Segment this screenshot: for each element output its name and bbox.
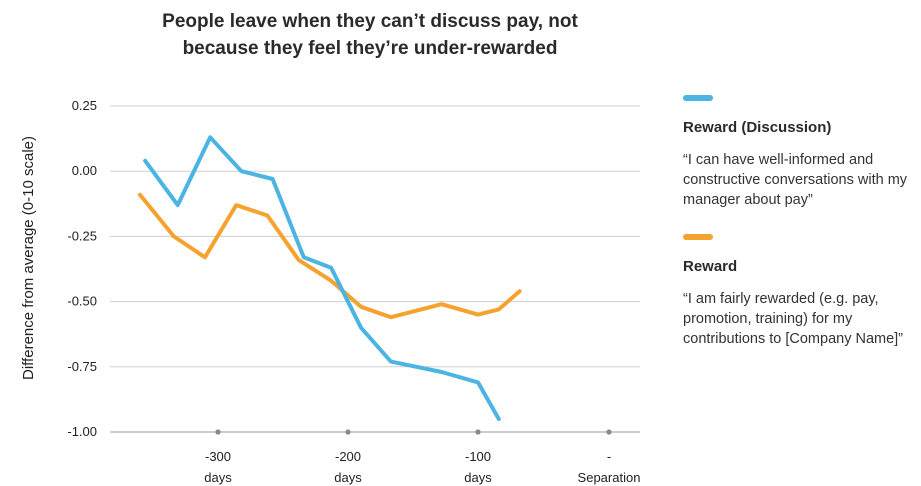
y-tick-label: -0.25: [67, 228, 97, 243]
x-tick-label: -200: [335, 449, 361, 464]
y-tick-label: 0.00: [72, 163, 97, 178]
y-tick-label: -0.75: [67, 359, 97, 374]
legend-item-discussion: Reward (Discussion) “I can have well-inf…: [683, 95, 918, 210]
legend-quote-discussion: “I can have well-informed and constructi…: [683, 152, 908, 208]
chart-title-line-2: because they feel they’re under-rewarded: [183, 38, 558, 59]
x-tick-dot: [606, 429, 612, 435]
series-lines: [138, 135, 522, 421]
x-tick-dot: [345, 429, 351, 435]
y-tick-label: 0.25: [72, 98, 97, 113]
series-line-discussion: [143, 135, 501, 421]
x-tick-unit: Separation: [578, 470, 641, 485]
legend-swatch-discussion: [683, 95, 713, 101]
x-tick-unit: days: [334, 470, 362, 485]
y-tick-label: -1.00: [67, 424, 97, 439]
x-axis-ticks: -300 days -200 days -100 days - Separation: [204, 429, 640, 485]
x-tick-label: -: [607, 449, 611, 464]
legend-label-reward: Reward: [683, 258, 738, 275]
y-tick-label: -0.50: [67, 294, 97, 309]
x-tick-unit: days: [464, 470, 492, 485]
x-tick-dot: [475, 429, 481, 435]
legend: Reward (Discussion) “I can have well-inf…: [683, 95, 918, 349]
series-line-reward: [138, 192, 522, 320]
y-axis-ticks: 0.25 0.00 -0.25 -0.50 -0.75 -1.00: [67, 98, 97, 439]
legend-swatch-reward: [683, 234, 713, 240]
gridlines: [110, 105, 640, 433]
x-tick-label: -300: [205, 449, 231, 464]
x-tick-unit: days: [204, 470, 232, 485]
x-tick-dot: [215, 429, 221, 435]
legend-label-discussion: Reward (Discussion): [683, 119, 832, 136]
x-tick-label: -100: [465, 449, 491, 464]
legend-item-reward: Reward “I am fairly rewarded (e.g. pay, …: [683, 234, 918, 349]
chart-title-line-1: People leave when they can’t discuss pay…: [162, 11, 578, 32]
legend-quote-reward: “I am fairly rewarded (e.g. pay, promoti…: [683, 291, 904, 347]
y-axis-label: Difference from average (0-10 scale): [20, 136, 37, 380]
